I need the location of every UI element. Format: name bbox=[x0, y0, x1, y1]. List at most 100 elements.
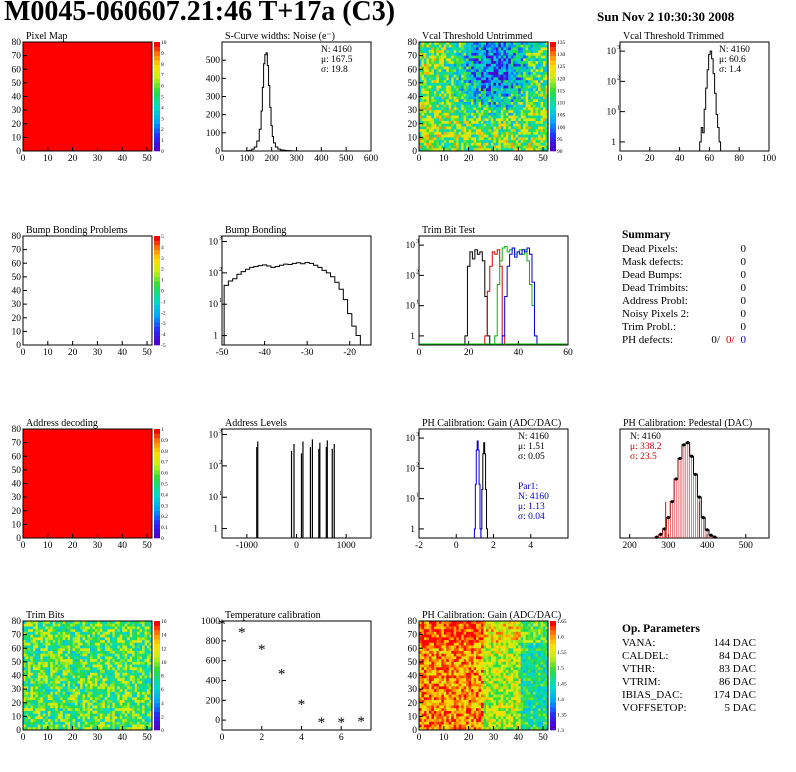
heatmap-cell bbox=[57, 672, 61, 676]
heatmap-cell bbox=[458, 52, 462, 57]
heatmap-cell bbox=[468, 66, 472, 70]
heatmap-cell bbox=[483, 61, 487, 65]
heatmap-cell bbox=[419, 670, 422, 674]
heatmap-cell bbox=[503, 61, 507, 65]
heatmap-cell bbox=[446, 77, 450, 81]
heatmap-cell bbox=[431, 640, 435, 644]
heatmap-cell bbox=[453, 112, 457, 116]
heatmap-cell bbox=[463, 96, 467, 100]
heatmap-cell bbox=[47, 675, 51, 679]
heatmap-cell bbox=[70, 702, 74, 706]
heatmap-cell bbox=[139, 705, 143, 709]
heatmap-cell bbox=[132, 648, 136, 652]
heatmap-cell bbox=[30, 675, 34, 679]
heatmap-cell bbox=[67, 713, 71, 717]
heatmap-cell bbox=[461, 142, 465, 146]
heatmap-cell bbox=[530, 44, 534, 48]
palette-segment bbox=[154, 46, 160, 52]
heatmap-cell bbox=[62, 689, 66, 693]
heatmap-cell bbox=[114, 675, 118, 679]
heatmap-cell bbox=[129, 645, 133, 649]
heatmap-cell bbox=[37, 656, 41, 660]
heatmap-cell bbox=[500, 101, 504, 106]
heatmap-cell bbox=[483, 69, 487, 73]
heatmap-cell bbox=[67, 697, 71, 701]
heatmap-cell bbox=[75, 689, 78, 693]
heatmap-cell bbox=[94, 678, 98, 682]
heatmap-cell bbox=[525, 71, 529, 76]
heatmap-cell bbox=[50, 645, 54, 649]
heatmap-cell bbox=[99, 653, 103, 657]
heatmap-cell bbox=[433, 148, 437, 152]
heatmap-cell bbox=[466, 93, 470, 97]
heatmap-cell bbox=[533, 134, 536, 138]
heatmap-cell bbox=[421, 101, 425, 106]
heatmap-cell bbox=[139, 689, 143, 693]
heatmap-cell bbox=[498, 131, 502, 136]
heatmap-cell bbox=[134, 680, 138, 685]
heatmap-cell bbox=[490, 104, 494, 108]
heatmap-cell bbox=[85, 721, 88, 725]
palette-label: 0.6 bbox=[161, 471, 168, 477]
palette-segment bbox=[154, 661, 160, 667]
y-tick-label: 1 bbox=[611, 138, 616, 148]
heatmap-cell bbox=[149, 700, 153, 704]
heatmap-cell bbox=[419, 713, 422, 717]
heatmap-cell bbox=[525, 74, 529, 78]
heatmap-cell bbox=[540, 110, 544, 114]
heatmap-cell bbox=[421, 74, 425, 78]
heatmap-cell bbox=[419, 66, 422, 70]
heatmap-cell bbox=[533, 91, 536, 95]
heatmap-cell bbox=[488, 115, 492, 119]
heatmap-cell bbox=[80, 680, 83, 685]
heatmap-cell bbox=[92, 708, 96, 712]
heatmap-cell bbox=[47, 637, 51, 641]
heatmap-cell bbox=[117, 713, 121, 717]
heatmap-cell bbox=[530, 80, 534, 84]
heatmap-cell bbox=[421, 716, 425, 720]
heatmap-cell bbox=[25, 659, 29, 663]
heatmap-cell bbox=[102, 716, 106, 720]
palette-segment bbox=[550, 55, 556, 61]
heatmap-cell bbox=[518, 80, 522, 84]
heatmap-cell bbox=[421, 50, 425, 54]
heatmap-cell bbox=[478, 104, 482, 108]
heatmap-cell bbox=[52, 719, 56, 723]
heatmap-cell bbox=[35, 672, 39, 676]
heatmap-cell bbox=[525, 44, 529, 48]
heatmap-cell bbox=[421, 653, 425, 657]
heatmap-cell bbox=[40, 697, 44, 701]
heatmap-cell bbox=[137, 653, 140, 657]
heatmap-cell bbox=[500, 118, 504, 122]
heatmap-cell bbox=[124, 656, 128, 660]
heatmap-cell bbox=[505, 142, 509, 146]
heatmap-cell bbox=[52, 629, 56, 633]
heatmap-cell bbox=[458, 42, 462, 46]
heatmap-cell bbox=[144, 648, 148, 652]
heatmap-cell bbox=[485, 142, 489, 146]
heatmap-cell bbox=[97, 629, 101, 633]
heatmap-cell bbox=[72, 634, 76, 638]
heatmap-cell bbox=[122, 700, 126, 704]
heatmap-cell bbox=[520, 104, 524, 108]
heatmap-cell bbox=[50, 670, 54, 674]
heatmap-cell bbox=[144, 645, 148, 649]
heatmap-cell bbox=[102, 700, 106, 704]
heatmap-cell bbox=[40, 694, 44, 698]
heatmap-cell bbox=[428, 623, 432, 627]
heatmap-cell bbox=[72, 710, 76, 715]
heatmap-cell bbox=[456, 47, 460, 51]
heatmap-cell bbox=[60, 634, 64, 638]
heatmap-cell bbox=[137, 686, 140, 690]
heatmap-cell bbox=[458, 131, 462, 136]
heatmap-cell bbox=[129, 697, 133, 701]
heatmap-cell bbox=[433, 110, 437, 114]
heatmap-cell bbox=[80, 634, 83, 638]
heatmap-cell bbox=[428, 61, 432, 65]
heatmap-cell bbox=[127, 621, 131, 625]
heatmap-cell bbox=[458, 93, 462, 97]
heatmap-cell bbox=[92, 716, 96, 720]
heatmap-cell bbox=[461, 101, 465, 106]
heatmap-cell bbox=[456, 66, 460, 70]
heatmap-cell bbox=[515, 140, 519, 144]
